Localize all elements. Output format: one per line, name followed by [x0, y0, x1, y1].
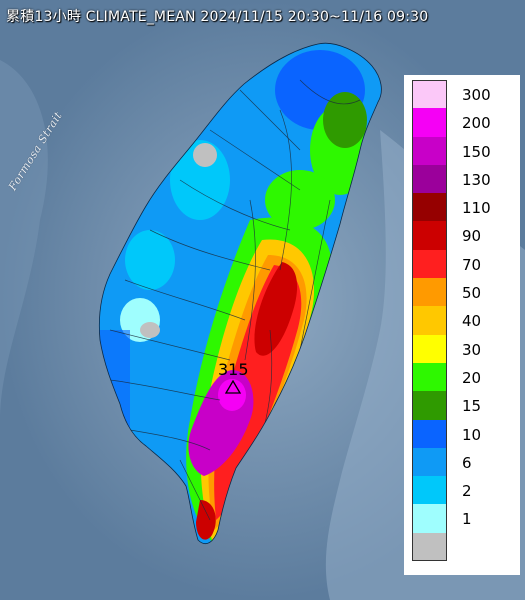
legend-row: 40	[412, 306, 518, 335]
legend-swatch	[412, 164, 447, 194]
legend-row: 1	[412, 504, 518, 533]
legend-row: 130	[412, 164, 518, 194]
peak-value-label: 315	[218, 360, 249, 379]
legend-swatch	[412, 447, 447, 477]
legend-label: 130	[462, 170, 491, 189]
legend-swatch	[412, 108, 447, 137]
legend-label: 40	[462, 312, 482, 331]
peak-triangle-icon	[225, 380, 241, 394]
taiwan-coastline	[98, 42, 382, 544]
legend-swatch	[412, 306, 447, 335]
cloud-band-west	[0, 60, 48, 420]
legend-swatch	[412, 504, 447, 533]
legend-label: 90	[462, 227, 482, 246]
legend-row: 90	[412, 221, 518, 250]
legend-row: 6	[412, 447, 518, 477]
legend-label: 15	[462, 397, 482, 416]
map-title: 累積13小時 CLIMATE_MEAN 2024/11/15 20:30~11/…	[6, 9, 429, 25]
legend-label: 50	[462, 284, 482, 303]
legend-swatch	[412, 419, 447, 448]
legend-swatch	[412, 391, 447, 420]
legend-label: 10	[462, 425, 482, 444]
legend-swatch	[412, 249, 447, 279]
legend-label: 20	[462, 368, 482, 387]
legend-label: 1	[462, 510, 472, 529]
legend-label: 6	[462, 453, 472, 472]
legend-swatch	[412, 136, 447, 165]
legend: 300 200 150 130 110 90 70 50 40 30 20 15 10 6 2 1	[412, 80, 518, 562]
legend-row: 2	[412, 476, 518, 505]
legend-label: 70	[462, 255, 482, 274]
legend-row: 30	[412, 334, 518, 363]
legend-row: 10	[412, 419, 518, 448]
legend-label: 110	[462, 199, 491, 218]
legend-swatch	[412, 532, 447, 562]
legend-row	[412, 532, 518, 562]
legend-label: 30	[462, 340, 482, 359]
legend-swatch	[412, 80, 447, 109]
legend-swatch	[412, 362, 447, 392]
legend-row: 50	[412, 278, 518, 307]
legend-row: 150	[412, 136, 518, 165]
legend-label: 300	[462, 86, 491, 104]
legend-swatch	[412, 334, 447, 363]
legend-row: 300	[412, 80, 518, 109]
legend-label: 150	[462, 142, 491, 161]
legend-row: 110	[412, 193, 518, 222]
legend-swatch	[412, 476, 447, 505]
legend-row: 15	[412, 391, 518, 420]
legend-swatch	[412, 221, 447, 250]
legend-label: 2	[462, 482, 472, 501]
legend-row: 20	[412, 362, 518, 392]
legend-row: 200	[412, 108, 518, 137]
legend-row: 70	[412, 249, 518, 279]
legend-swatch	[412, 193, 447, 222]
legend-swatch	[412, 278, 447, 307]
legend-label: 200	[462, 114, 491, 133]
